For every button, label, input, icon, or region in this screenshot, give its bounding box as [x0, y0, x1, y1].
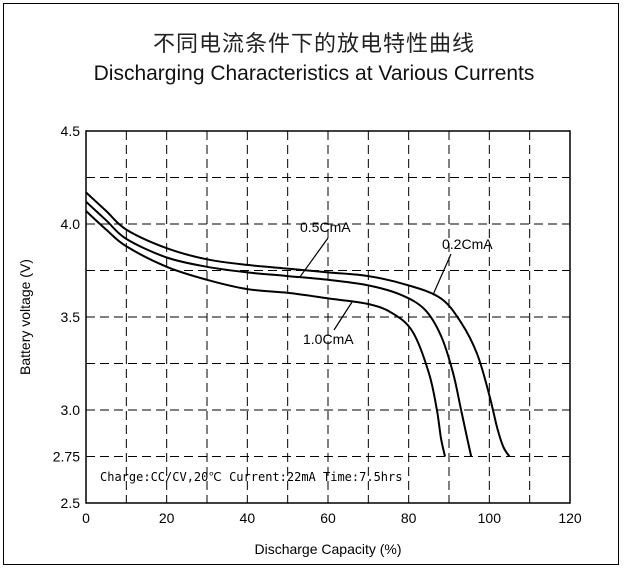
callout-leader-1.0CmA: [333, 301, 353, 331]
y-tick-label: 2.75: [53, 449, 80, 465]
x-tick-label: 120: [558, 510, 582, 526]
grid: [86, 131, 570, 503]
series-label-0.2CmA: 0.2CmA: [442, 236, 493, 252]
series-line-1.0CmA: [85, 210, 446, 457]
chart-frame: [3, 3, 619, 565]
y-tick-label: 3.0: [61, 402, 81, 418]
x-axis-label: Discharge Capacity (%): [254, 541, 401, 557]
series-label-0.5CmA: 0.5CmA: [300, 219, 351, 235]
callout-leader-0.5CmA: [299, 237, 329, 278]
plot-area: [85, 130, 571, 504]
y-tick-label: 4.0: [61, 216, 81, 232]
x-tick-label: 40: [240, 510, 256, 526]
x-tick-label: 0: [82, 510, 90, 526]
y-tick-label: 4.5: [61, 123, 81, 139]
x-tick-label: 60: [320, 510, 336, 526]
chart-title: Discharging Characteristics at Various C…: [93, 62, 535, 85]
tick-labels: 0 20 40 60 80 100 120 2.5 2.75 3.0 3.5 4.0 4.5: [53, 123, 582, 526]
y-tick-label: 3.5: [61, 309, 81, 325]
x-tick-label: 20: [159, 510, 175, 526]
x-tick-label: 80: [401, 510, 417, 526]
series-line-0.5CmA: [85, 200, 473, 457]
series-layer: [85, 191, 511, 458]
y-axis-label: Battery voltage (V): [17, 259, 33, 375]
x-tick-label: 100: [478, 510, 502, 526]
series-label-1.0CmA: 1.0CmA: [303, 331, 354, 347]
y-tick-label: 2.5: [61, 495, 81, 511]
charge-conditions-note: Charge:CC/CV,20℃ Current:22mA Time:7.5hr…: [100, 470, 402, 484]
series-callouts: 0.5CmA 0.2CmA 1.0CmA: [299, 219, 493, 347]
callout-leader-0.2CmA: [432, 253, 452, 296]
chart-title-chinese: 不同电流条件下的放电特性曲线: [152, 32, 475, 57]
series-line-0.2CmA: [85, 191, 511, 458]
